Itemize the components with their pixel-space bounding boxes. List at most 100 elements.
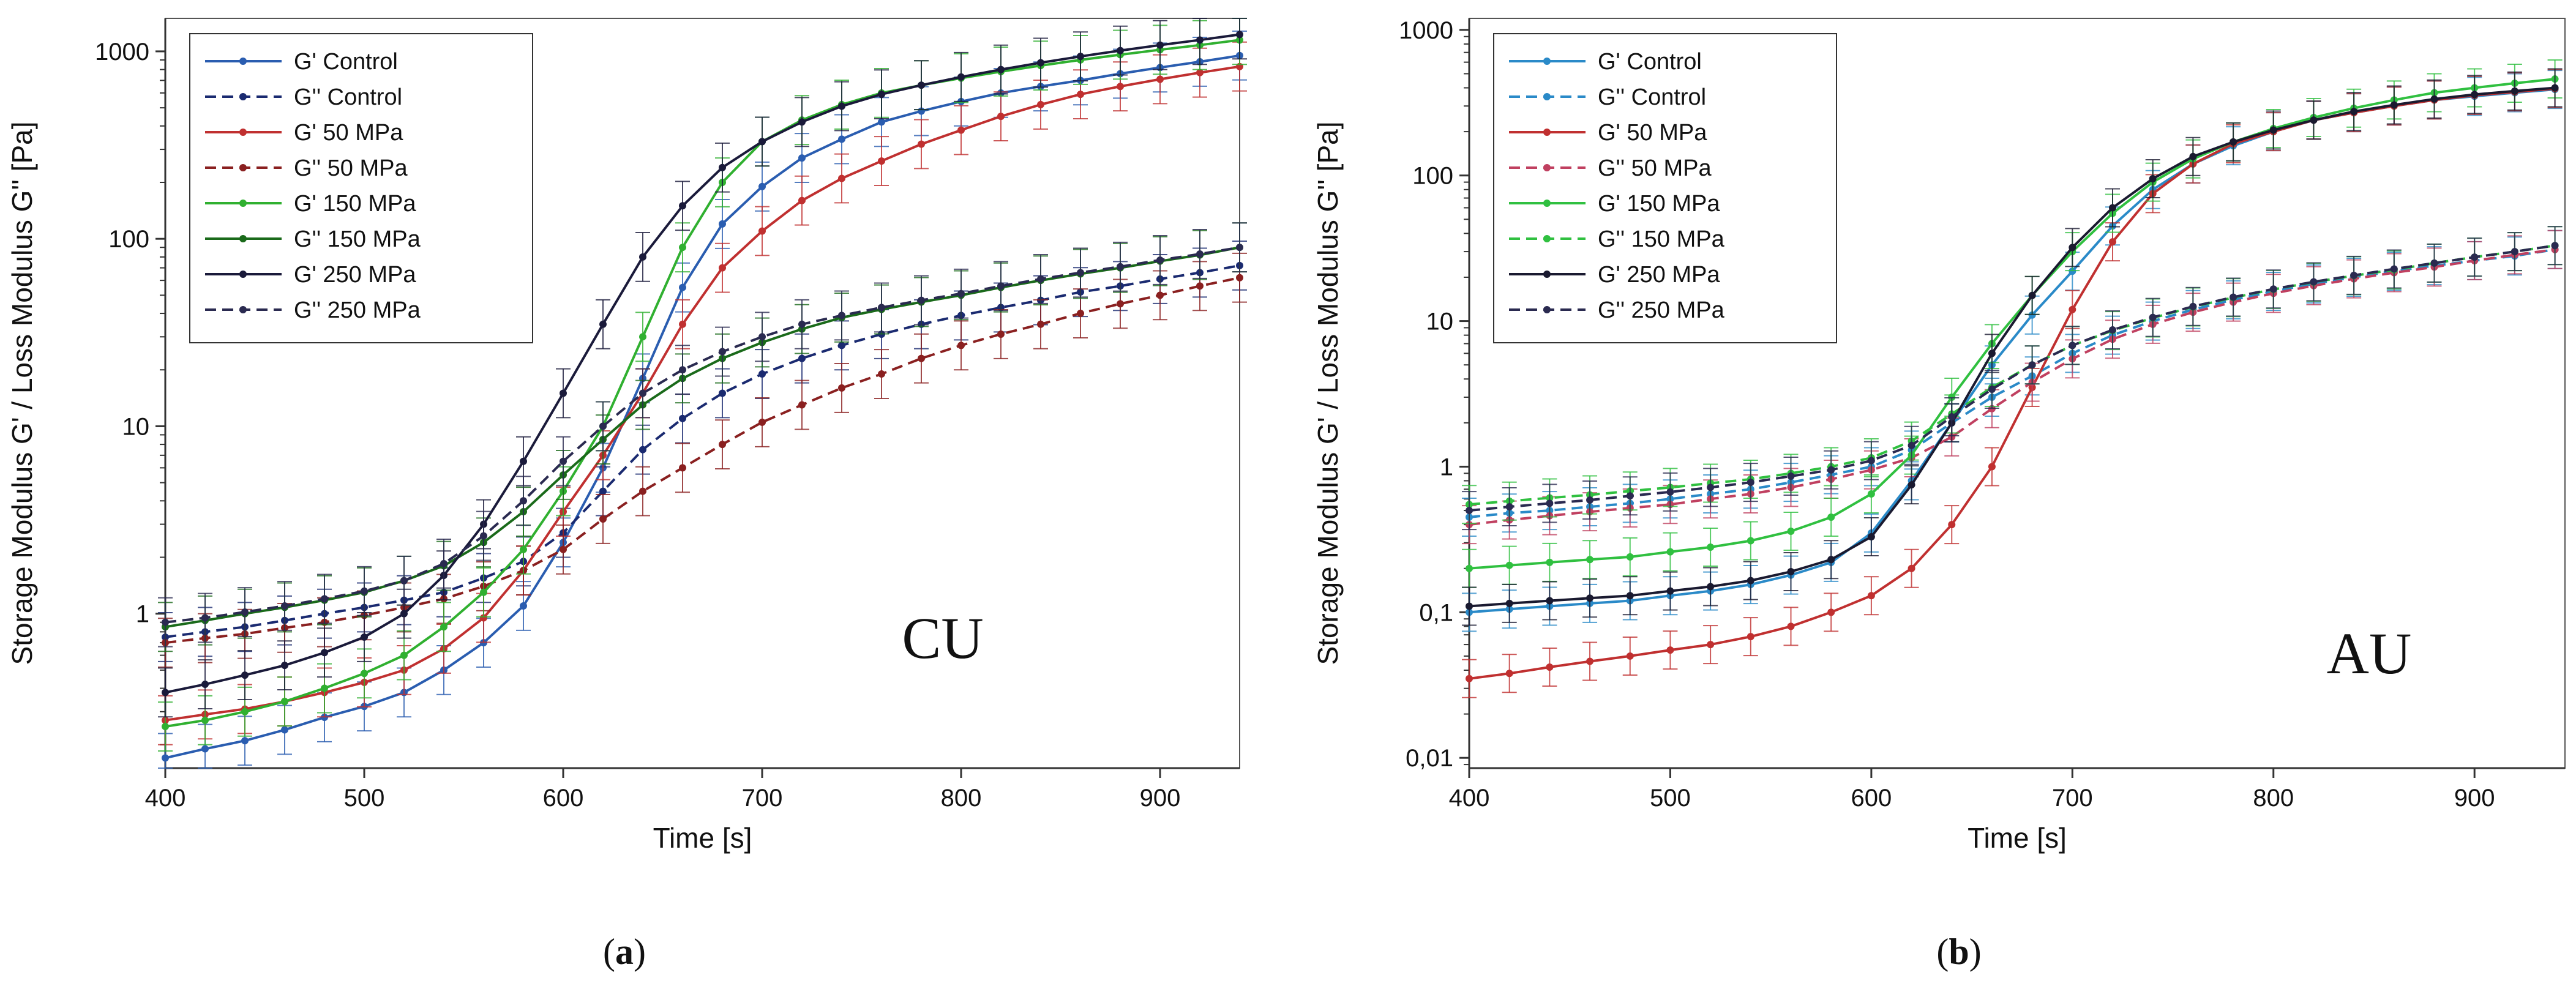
data-point [321,595,328,603]
data-point [1787,472,1795,480]
data-point [2149,313,2157,321]
data-point [1908,481,1915,489]
data-point [1196,36,1204,44]
data-point [2028,361,2036,369]
data-point [241,671,249,679]
data-point [878,304,885,312]
y-tick-label: 100 [108,226,149,253]
data-point [719,348,726,356]
series-7 [158,222,1247,648]
data-point [1787,622,1795,630]
data-point [758,138,766,146]
legend-marker [239,306,247,313]
legend-entry: G' 150 MPa [1509,191,1720,217]
legend-marker [239,235,247,242]
data-point [1546,597,1554,605]
data-point [281,662,288,670]
data-point [838,174,845,182]
data-point [1827,608,1835,616]
data-point [1156,41,1164,49]
data-point [1707,641,1715,649]
data-point [1626,553,1634,561]
legend-label: G' 50 MPa [1598,120,1707,146]
data-point [1666,646,1674,654]
data-point [1117,47,1124,54]
data-point [918,140,925,148]
data-point [2069,342,2076,349]
data-point [1196,250,1204,258]
x-tick-label: 400 [1449,785,1490,812]
data-point [719,264,726,272]
legend-marker [1543,271,1551,278]
data-point [1077,310,1084,318]
data-point [2189,152,2197,160]
data-point [758,333,766,341]
data-point [1156,75,1164,83]
data-point [1867,490,1875,498]
data-point [2551,242,2559,250]
x-tick-label: 900 [1140,785,1181,812]
data-point [1988,349,1996,357]
data-point [201,716,209,724]
legend-label: G' 250 MPa [294,262,416,288]
series-6 [1462,68,2563,626]
data-point [2390,265,2398,273]
data-point [957,289,965,297]
data-point [1586,657,1594,665]
legend-marker [239,58,247,65]
y-tick-label: 1000 [95,39,149,65]
x-axis-title: Time [s] [1968,822,2067,854]
data-point [361,633,368,641]
y-tick-label: 1 [136,601,149,628]
data-point [2350,271,2358,279]
x-tick-label: 700 [742,785,783,812]
data-point [798,401,806,409]
legend-entry: G' 150 MPa [205,191,416,217]
data-point [2390,101,2398,109]
data-point [2430,95,2438,103]
series-line [1469,86,2555,608]
legend-label: G'' 150 MPa [1598,226,1725,252]
legend-entry: G' 50 MPa [1509,120,1707,146]
data-point [520,602,527,610]
data-point [1908,441,1915,449]
data-point [281,726,288,734]
series-line [1469,248,2555,518]
data-point [1747,479,1754,487]
data-point [162,723,169,731]
legend-label: G'' Control [1598,84,1706,110]
data-point [838,384,845,392]
panel-annotation: CU [902,605,983,671]
data-point [1117,83,1124,91]
data-point [201,681,209,689]
data-point [1196,69,1204,77]
legend-box [189,33,533,343]
x-tick-label: 800 [2253,785,2294,812]
data-point [639,253,646,261]
data-point [2028,291,2036,299]
data-point [2069,305,2076,313]
data-point [162,754,169,762]
data-point [1037,320,1044,328]
data-point [361,587,368,595]
legend-marker [1543,93,1551,100]
data-point [1586,556,1594,564]
data-point [918,81,925,89]
data-point [1747,577,1754,585]
data-point [1666,488,1674,496]
data-point [440,559,447,567]
legend-marker [1543,164,1551,171]
legend-label: G'' 250 MPa [1598,297,1725,323]
data-point [679,464,686,472]
data-point [321,649,328,657]
legend-entry: G'' 50 MPa [205,155,408,181]
data-point [1586,594,1594,602]
data-point [2069,267,2076,275]
data-point [1505,561,1513,569]
series-7 [1462,226,2563,531]
data-point [241,608,249,616]
data-point [1747,537,1754,545]
data-point [838,102,845,110]
data-point [719,163,726,171]
x-tick-label: 800 [941,785,982,812]
